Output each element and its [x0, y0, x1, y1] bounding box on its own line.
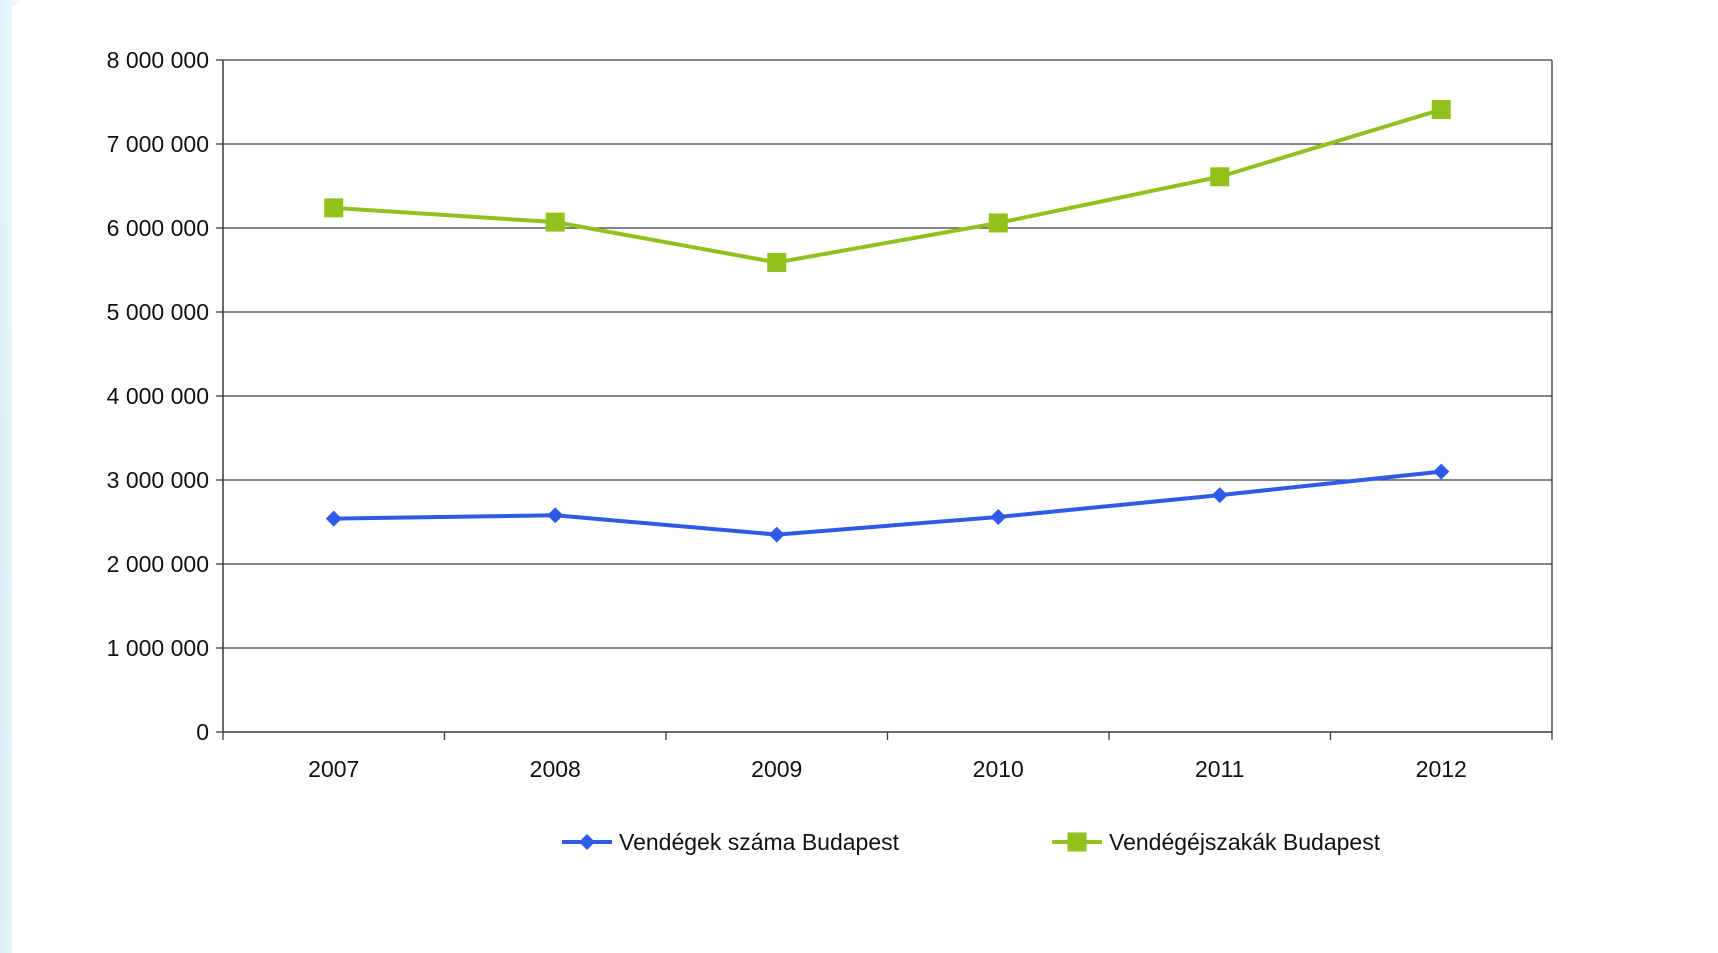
x-tick-label: 2011	[1195, 756, 1244, 782]
legend: Vendégek száma Budapest Vendégéjszakák Bu…	[562, 829, 1381, 855]
series-line	[333, 469, 1442, 537]
data-point	[1210, 167, 1230, 187]
data-point	[325, 510, 342, 527]
y-tick-label: 1 000 000	[107, 635, 209, 661]
x-tick-label: 2012	[1416, 756, 1467, 782]
x-axis-tick-labels: 2007 2008 2009 2010 2011 2012	[308, 756, 1467, 782]
data-point	[990, 508, 1007, 525]
y-tick-label: 5 000 000	[107, 299, 209, 325]
series-2	[324, 100, 1451, 272]
series	[324, 100, 1451, 543]
legend-marker	[1067, 832, 1087, 852]
data-point	[547, 507, 564, 524]
legend-item: Vendégek száma Budapest	[562, 829, 900, 855]
x-tick-label: 2009	[751, 756, 802, 782]
y-axis-tick-labels: 0 1 000 000 2 000 000 3 000 000 4 000 000 5 0…	[107, 47, 209, 745]
y-tick-label: 8 000 000	[107, 47, 209, 73]
axes	[216, 59, 1553, 740]
legend-label: Vendégéjszakák Budapest	[1109, 829, 1381, 855]
series-1	[325, 463, 1450, 543]
data-point	[1433, 463, 1450, 480]
x-tick-label: 2010	[973, 756, 1024, 782]
x-tick-label: 2007	[308, 756, 359, 782]
line-chart: 0 1 000 000 2 000 000 3 000 000 4 000 000 5 0…	[107, 47, 1553, 855]
legend-marker	[579, 834, 595, 850]
legend-item: Vendégéjszakák Budapest	[1052, 829, 1381, 855]
data-point	[768, 526, 785, 543]
data-point	[545, 212, 565, 232]
data-point	[1211, 487, 1228, 504]
y-tick-label: 2 000 000	[107, 551, 209, 577]
gridlines	[223, 59, 1552, 649]
series-line	[333, 107, 1442, 265]
chart-panel: 0 1 000 000 2 000 000 3 000 000 4 000 000 5 0…	[12, 6, 1718, 953]
y-tick-label: 0	[196, 719, 209, 745]
y-tick-label: 7 000 000	[107, 131, 209, 157]
data-point	[1431, 100, 1451, 120]
legend-label: Vendégek száma Budapest	[619, 829, 900, 855]
y-tick-label: 4 000 000	[107, 383, 209, 409]
data-point	[988, 213, 1008, 233]
data-point	[324, 198, 344, 218]
x-tick-label: 2008	[530, 756, 581, 782]
data-point	[767, 252, 787, 272]
y-tick-label: 3 000 000	[107, 467, 209, 493]
y-tick-label: 6 000 000	[107, 215, 209, 241]
